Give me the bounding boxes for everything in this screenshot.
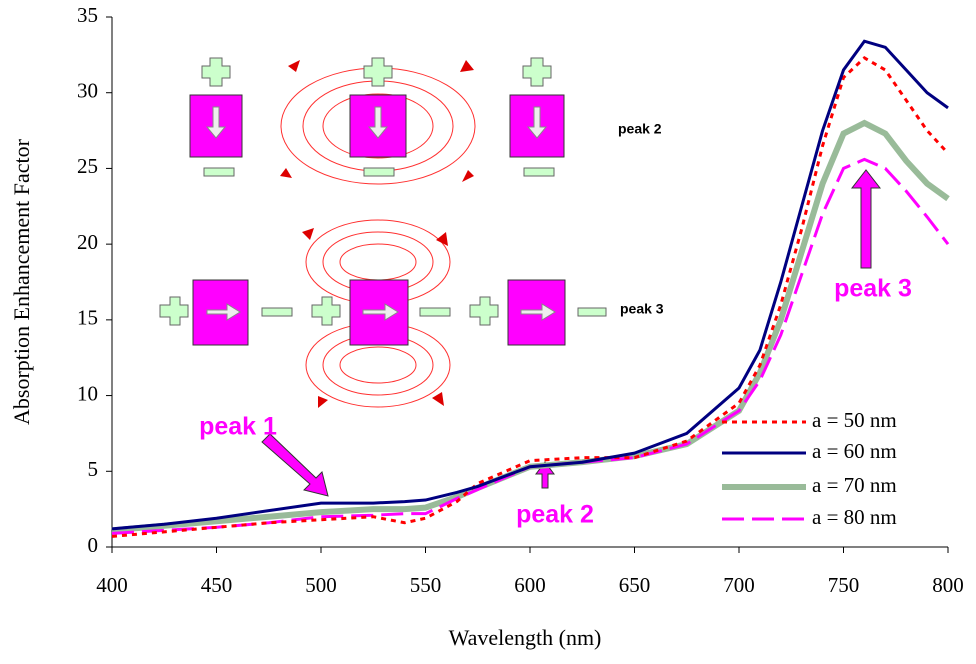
x-tick-label: 600 <box>514 573 546 597</box>
legend-label: a = 60 nm <box>812 439 897 463</box>
y-tick-label: 25 <box>77 154 98 178</box>
x-tick-label: 750 <box>828 573 860 597</box>
inset-label: peak 2 <box>618 121 662 137</box>
x-tick-label: 800 <box>932 573 964 597</box>
y-tick-label: 5 <box>88 457 99 481</box>
y-tick-label: 15 <box>77 306 98 330</box>
x-tick-label: 450 <box>201 573 233 597</box>
legend-label: a = 70 nm <box>812 473 897 497</box>
annotation: peak 3 <box>834 275 912 303</box>
x-tick-label: 400 <box>96 573 128 597</box>
y-tick-label: 35 <box>77 3 98 27</box>
x-tick-label: 650 <box>619 573 651 597</box>
annotation: peak 2 <box>516 501 594 529</box>
x-tick-label: 500 <box>305 573 337 597</box>
inset-label: peak 3 <box>620 301 664 317</box>
y-tick-label: 10 <box>77 381 98 405</box>
y-tick-label: 30 <box>77 79 98 103</box>
chart: peak 2 peak 3 Wavelength (nm) Absorption… <box>0 0 976 659</box>
annotation: peak 1 <box>199 413 277 441</box>
x-tick-label: 700 <box>723 573 755 597</box>
y-axis-label: Absorption Enhancement Factor <box>9 138 34 425</box>
x-tick-label: 550 <box>410 573 442 597</box>
legend-label: a = 50 nm <box>812 408 897 432</box>
legend-label: a = 80 nm <box>812 505 897 529</box>
y-tick-label: 20 <box>77 230 98 254</box>
x-axis-label: Wavelength (nm) <box>449 625 602 650</box>
y-tick-label: 0 <box>88 533 99 557</box>
